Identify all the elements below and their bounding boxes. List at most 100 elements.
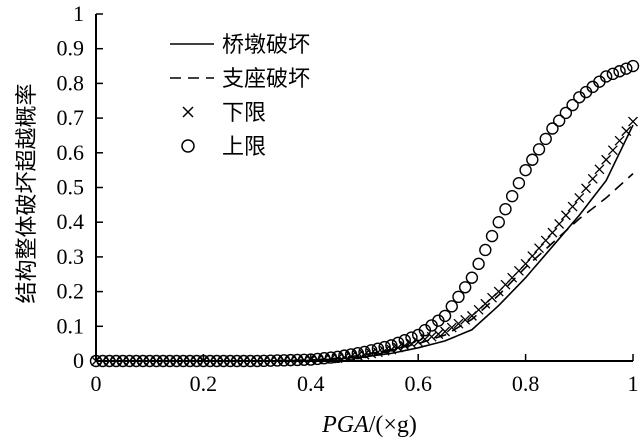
x-marker-point (567, 201, 578, 212)
x-marker-stroke (520, 258, 531, 269)
x-marker-stroke (419, 334, 430, 345)
x-marker-stroke (460, 314, 471, 325)
y-tick-label: 0.9 (57, 36, 85, 61)
circle-marker-point (485, 229, 499, 243)
y-tick-label: 0.6 (57, 140, 85, 165)
legend-item: 桥墩破坏 (170, 33, 310, 58)
circle-marker-point (398, 333, 411, 347)
y-tick-label: 0.2 (57, 279, 85, 304)
x-marker-point (440, 326, 451, 337)
circle-marker-point (103, 354, 116, 368)
circle-marker-point (620, 62, 633, 75)
x-marker-point (601, 154, 612, 165)
legend-label: 下限 (222, 101, 266, 126)
circle-marker-point (89, 354, 103, 368)
x-marker-point (540, 235, 551, 246)
x-marker-stroke (446, 322, 457, 333)
circle-marker-point (566, 98, 579, 112)
x-marker-point (446, 322, 457, 333)
circle-marker-point (156, 354, 170, 368)
circle-marker-point (438, 309, 452, 323)
series-line (96, 173, 634, 362)
circle-marker-point (257, 354, 271, 368)
x-marker-stroke (628, 116, 638, 127)
x-marker-stroke (406, 338, 417, 349)
x-marker-point (419, 334, 430, 345)
y-axis-title: 结构整体破坏超越概率 (15, 83, 40, 303)
circle-marker-point (358, 345, 371, 359)
legend-label: 桥墩破坏 (222, 33, 310, 58)
circle-marker-point (264, 354, 277, 367)
x-marker-point (534, 243, 544, 254)
circle-marker-point (324, 351, 338, 364)
legend-swatch-x (182, 106, 194, 118)
x-marker-stroke (547, 227, 558, 238)
circle-marker-point (626, 59, 640, 73)
circle-marker-point (271, 354, 284, 367)
x-tick-label: 0 (91, 371, 102, 396)
x-marker-stroke (554, 218, 565, 229)
circle-marker-point (130, 354, 143, 368)
circle-marker-point (351, 346, 364, 360)
circle-marker-point (96, 354, 109, 368)
circle-marker-point (472, 257, 485, 271)
circle-marker-point (150, 354, 163, 368)
x-marker-point (460, 314, 471, 325)
circle-marker-point (519, 163, 532, 177)
circle-marker-point (606, 67, 620, 81)
circle-marker-point (197, 354, 210, 368)
x-marker-stroke (581, 183, 591, 194)
circle-marker-point (109, 354, 123, 368)
circle-marker-point (613, 65, 626, 78)
x-marker-stroke (540, 235, 551, 246)
circle-marker-point (210, 354, 224, 368)
x-tick-label: 1 (628, 371, 639, 396)
circle-marker-point (170, 354, 183, 368)
circle-marker-point (203, 354, 217, 368)
x-marker-point (621, 126, 632, 137)
x-axis-title: PGA/(×g) (321, 412, 417, 438)
circle-marker-point (452, 290, 465, 304)
y-tick-label: 0 (73, 348, 84, 373)
x-marker-point (587, 173, 598, 184)
y-tick-label: 0.3 (57, 244, 85, 269)
x-tick-label: 0.2 (190, 371, 218, 396)
legend-item: 下限 (182, 101, 266, 126)
circle-marker-point (512, 176, 526, 190)
y-tick-label: 0.7 (57, 105, 85, 130)
legend-item: 支座破坏 (170, 67, 310, 92)
x-marker-stroke (601, 154, 612, 165)
circle-marker-point (136, 354, 150, 368)
circle-marker-point (465, 271, 479, 284)
x-axis-title-rest: /(×g) (369, 412, 417, 438)
circle-marker-point (532, 143, 546, 156)
circle-marker-point (385, 339, 398, 352)
x-marker-point (628, 116, 638, 127)
circle-marker-point (190, 354, 203, 368)
legend-label: 支座破坏 (222, 67, 310, 92)
x-marker-point (594, 164, 605, 175)
x-marker-stroke (560, 210, 571, 221)
legend-label: 上限 (222, 135, 266, 160)
x-marker-point (547, 227, 558, 238)
y-tick-label: 0.1 (57, 313, 85, 338)
legend-swatch-circle (181, 139, 195, 153)
y-tick-label: 1 (73, 1, 84, 26)
circle-marker-point (244, 354, 257, 368)
circle-marker-point (250, 354, 264, 368)
series-layer (89, 59, 640, 368)
circle-marker-point (526, 153, 539, 166)
circle-marker-point (445, 300, 458, 313)
x-marker-point (581, 183, 591, 194)
circle-marker-point (284, 353, 297, 367)
circle-marker-point (546, 122, 559, 135)
x-marker-stroke (574, 192, 585, 203)
circle-marker-point (304, 353, 317, 366)
circle-marker-point (318, 352, 331, 365)
circle-marker-point (499, 202, 512, 216)
x-tick-label: 0.4 (297, 371, 325, 396)
circle-marker-point (291, 353, 304, 367)
x-marker-point (560, 210, 571, 221)
y-tick-label: 0.4 (57, 209, 85, 234)
x-marker-point (406, 338, 417, 349)
